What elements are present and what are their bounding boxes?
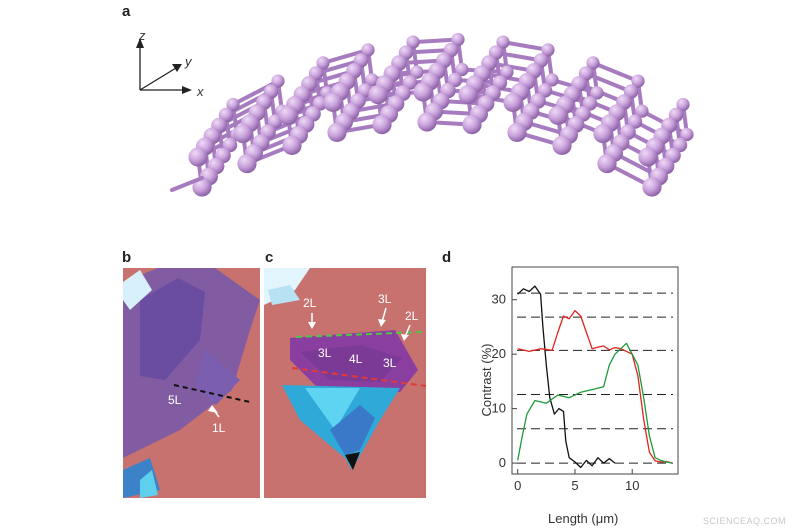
lattice-bond (501, 40, 550, 52)
lattice-atom (638, 147, 658, 167)
lattice-atom (327, 122, 347, 142)
lattice-atom (507, 122, 527, 142)
lattice-atom (282, 135, 302, 155)
lattice-atom (188, 147, 208, 167)
lattice-atom (192, 177, 212, 197)
annotation-c-2L-right: 2L (405, 309, 419, 323)
annotation-c-3L-left: 3L (318, 346, 332, 360)
lattice-atom (462, 115, 482, 135)
axis-y-label: y (184, 54, 193, 69)
lattice-atom (451, 32, 465, 47)
axes-triad: z y x (136, 28, 204, 99)
series-line-2 (517, 342, 673, 464)
annotation-c-3L-right: 3L (383, 356, 397, 370)
lattice-atom (593, 124, 613, 144)
annotation-1L: 1L (212, 421, 226, 435)
lattice-bond (591, 60, 640, 84)
panel-b-label: b (122, 249, 131, 266)
y-tick-label: 20 (492, 346, 506, 361)
lattice-atom (372, 115, 392, 135)
x-tick-label: 0 (514, 478, 521, 493)
series-line-0 (517, 285, 616, 469)
annotation-5L: 5L (168, 393, 182, 407)
lattice-atom (500, 65, 514, 79)
lattice-atom (361, 43, 375, 57)
lattice-atom (455, 62, 469, 77)
lattice-atom (458, 85, 478, 105)
lattice-atom (365, 73, 379, 87)
lattice-bond (321, 47, 370, 65)
lattice-bond (170, 176, 204, 192)
y-tick-label: 10 (492, 401, 506, 416)
lattice-atom (413, 82, 433, 102)
lattice-atom (271, 74, 285, 88)
axis-x-label: x (196, 84, 204, 99)
lattice-atom (316, 56, 330, 70)
axis-z-label: z (138, 28, 146, 43)
lattice-atom (597, 154, 617, 174)
annotation-c-4L: 4L (349, 352, 363, 366)
contrast-chart: 0 5 10 0 10 20 30 (492, 266, 679, 493)
lattice-atom (552, 135, 572, 155)
lattice-atom (368, 85, 388, 105)
lattice-atom (635, 104, 649, 118)
x-axis-title: Length (μm) (548, 511, 618, 526)
lattice-atom (233, 124, 253, 144)
panel-a-label: a (122, 3, 131, 20)
lattice-atom (323, 92, 343, 112)
micrograph-c: 2L 3L 2L 3L 4L 3L (264, 268, 427, 498)
lattice-atom (631, 74, 645, 88)
series-line-1 (517, 309, 673, 464)
annotation-c-3L-top: 3L (378, 292, 392, 306)
lattice-atom (590, 86, 604, 100)
lattice-atom (417, 112, 437, 132)
watermark: SCIENCEAQ.COM (703, 516, 786, 526)
lattice-atom (642, 177, 662, 197)
micrograph-b: 5L 1L (123, 268, 260, 498)
panel-d-label: d (442, 249, 451, 266)
lattice-atom (237, 154, 257, 174)
lattice-atom (676, 97, 690, 112)
x-tick-label: 10 (625, 478, 639, 493)
y-tick-label: 30 (492, 292, 506, 307)
lattice-atom (406, 35, 420, 49)
y-tick-label: 0 (499, 455, 506, 470)
phosphorene-lattice (170, 32, 694, 197)
lattice-bond (411, 37, 460, 45)
annotation-c-2L-left: 2L (303, 296, 317, 310)
lattice-atom (278, 105, 298, 125)
lattice-atom (541, 43, 555, 57)
lattice-atom (680, 127, 694, 142)
panel-c-label: c (265, 249, 273, 266)
lattice-atom (503, 92, 523, 112)
lattice-atom (226, 97, 240, 112)
y-axis-title: Contrast (%) (479, 344, 494, 417)
lattice-atom (496, 35, 510, 49)
lattice-atom (548, 105, 568, 125)
lattice-atom (586, 56, 600, 70)
plot-frame (511, 266, 679, 475)
lattice-atom (410, 65, 424, 79)
lattice-atom (545, 73, 559, 87)
x-tick-label: 5 (571, 478, 578, 493)
